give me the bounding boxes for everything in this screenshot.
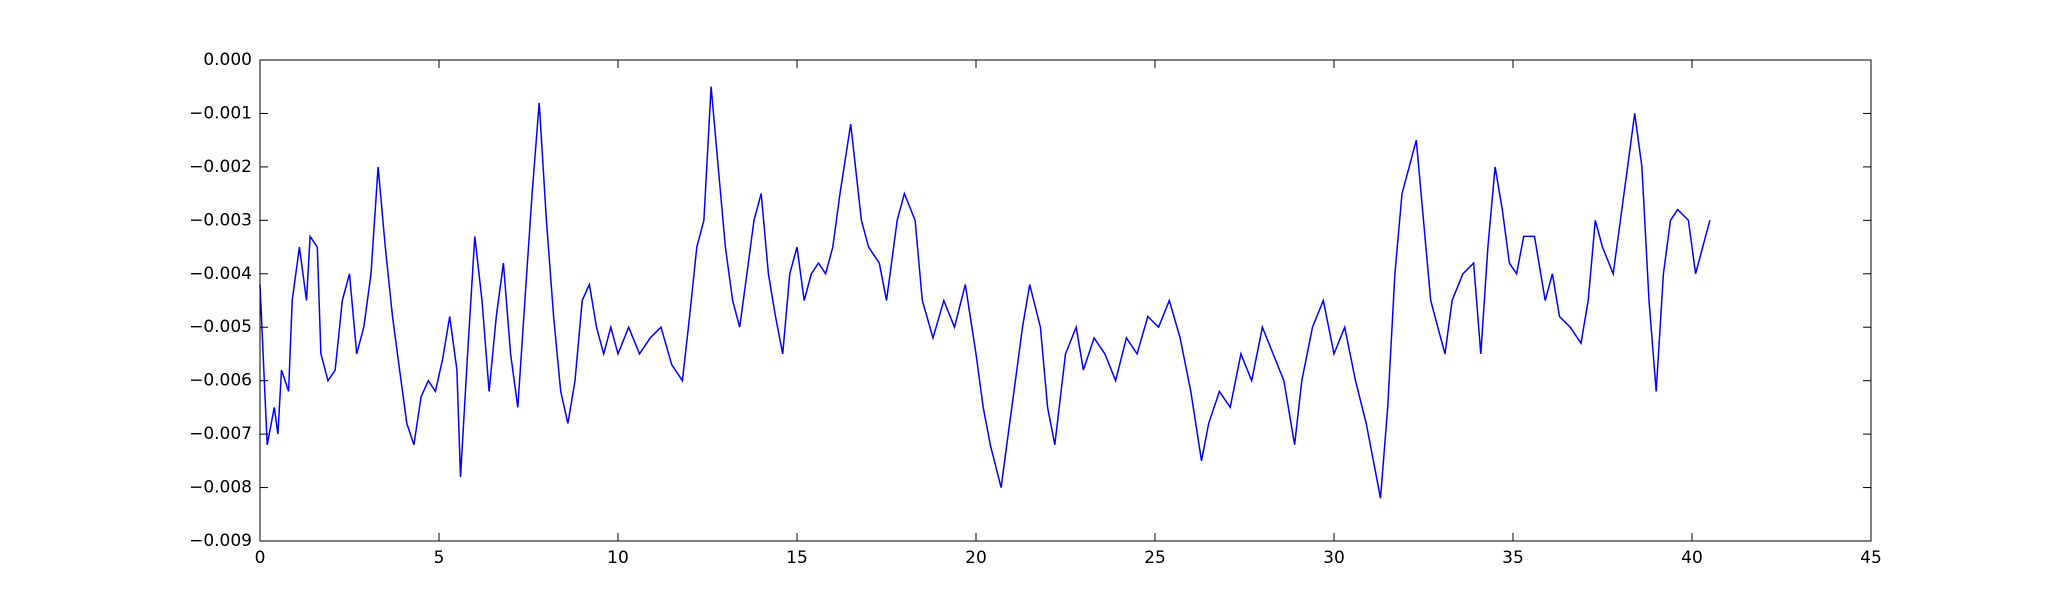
y-tick-label: −0.004: [189, 264, 252, 284]
x-tick-label: 20: [965, 548, 987, 568]
y-tick-label: −0.007: [189, 424, 252, 444]
x-tick-label: 5: [434, 548, 445, 568]
x-tick-label: 40: [1681, 548, 1703, 568]
x-tick-label: 45: [1860, 548, 1882, 568]
data-line: [259, 86, 1711, 499]
y-tick-label: −0.008: [189, 478, 252, 498]
plot-frame: [259, 59, 1872, 542]
y-tick-label: −0.003: [189, 210, 252, 230]
x-tick-label: 0: [255, 548, 266, 568]
y-tick-label: −0.009: [189, 531, 252, 551]
y-tick-label: −0.002: [189, 157, 252, 177]
y-tick-label: −0.006: [189, 371, 252, 391]
x-tick-label: 10: [607, 548, 629, 568]
y-tick-label: 0.000: [203, 50, 252, 70]
x-tick-label: 30: [1323, 548, 1345, 568]
x-tick-label: 35: [1502, 548, 1524, 568]
x-tick-label: 25: [1144, 548, 1166, 568]
x-tick-label: 15: [786, 548, 808, 568]
y-tick-label: −0.005: [189, 317, 252, 337]
y-tick-label: −0.001: [189, 103, 252, 123]
